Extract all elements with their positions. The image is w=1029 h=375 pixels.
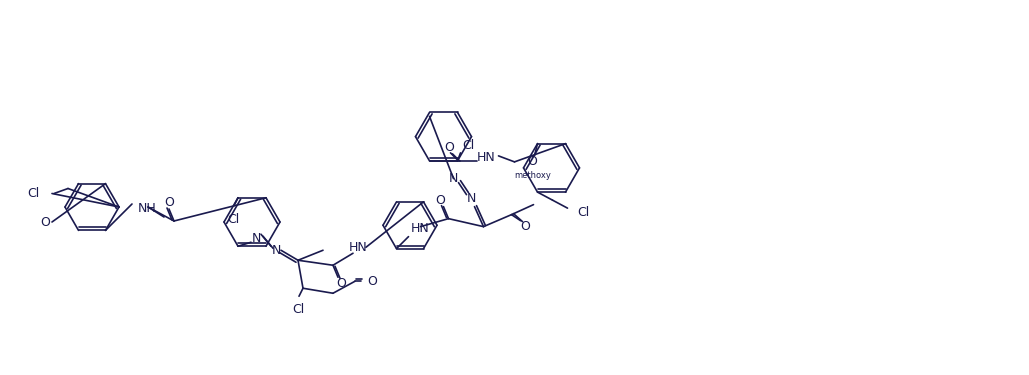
Text: O: O	[164, 196, 174, 210]
Text: methoxy: methoxy	[514, 171, 551, 180]
Text: Cl: Cl	[28, 187, 40, 200]
Text: HN: HN	[411, 222, 429, 235]
Text: N: N	[449, 172, 458, 185]
Text: O: O	[367, 275, 377, 288]
Text: Cl: Cl	[226, 213, 239, 226]
Text: HN: HN	[349, 241, 367, 254]
Text: Cl: Cl	[462, 140, 474, 152]
Text: HN: HN	[477, 152, 496, 164]
Text: N: N	[272, 244, 281, 257]
Text: N: N	[251, 232, 260, 245]
Text: O: O	[40, 216, 50, 228]
Text: O: O	[445, 141, 455, 154]
Text: O: O	[528, 155, 537, 168]
Text: Cl: Cl	[292, 303, 305, 316]
Text: O: O	[336, 277, 346, 290]
Text: NH: NH	[138, 202, 156, 216]
Text: N: N	[467, 192, 476, 205]
Text: Cl: Cl	[577, 206, 590, 219]
Text: O: O	[435, 194, 446, 207]
Text: O: O	[521, 220, 530, 233]
